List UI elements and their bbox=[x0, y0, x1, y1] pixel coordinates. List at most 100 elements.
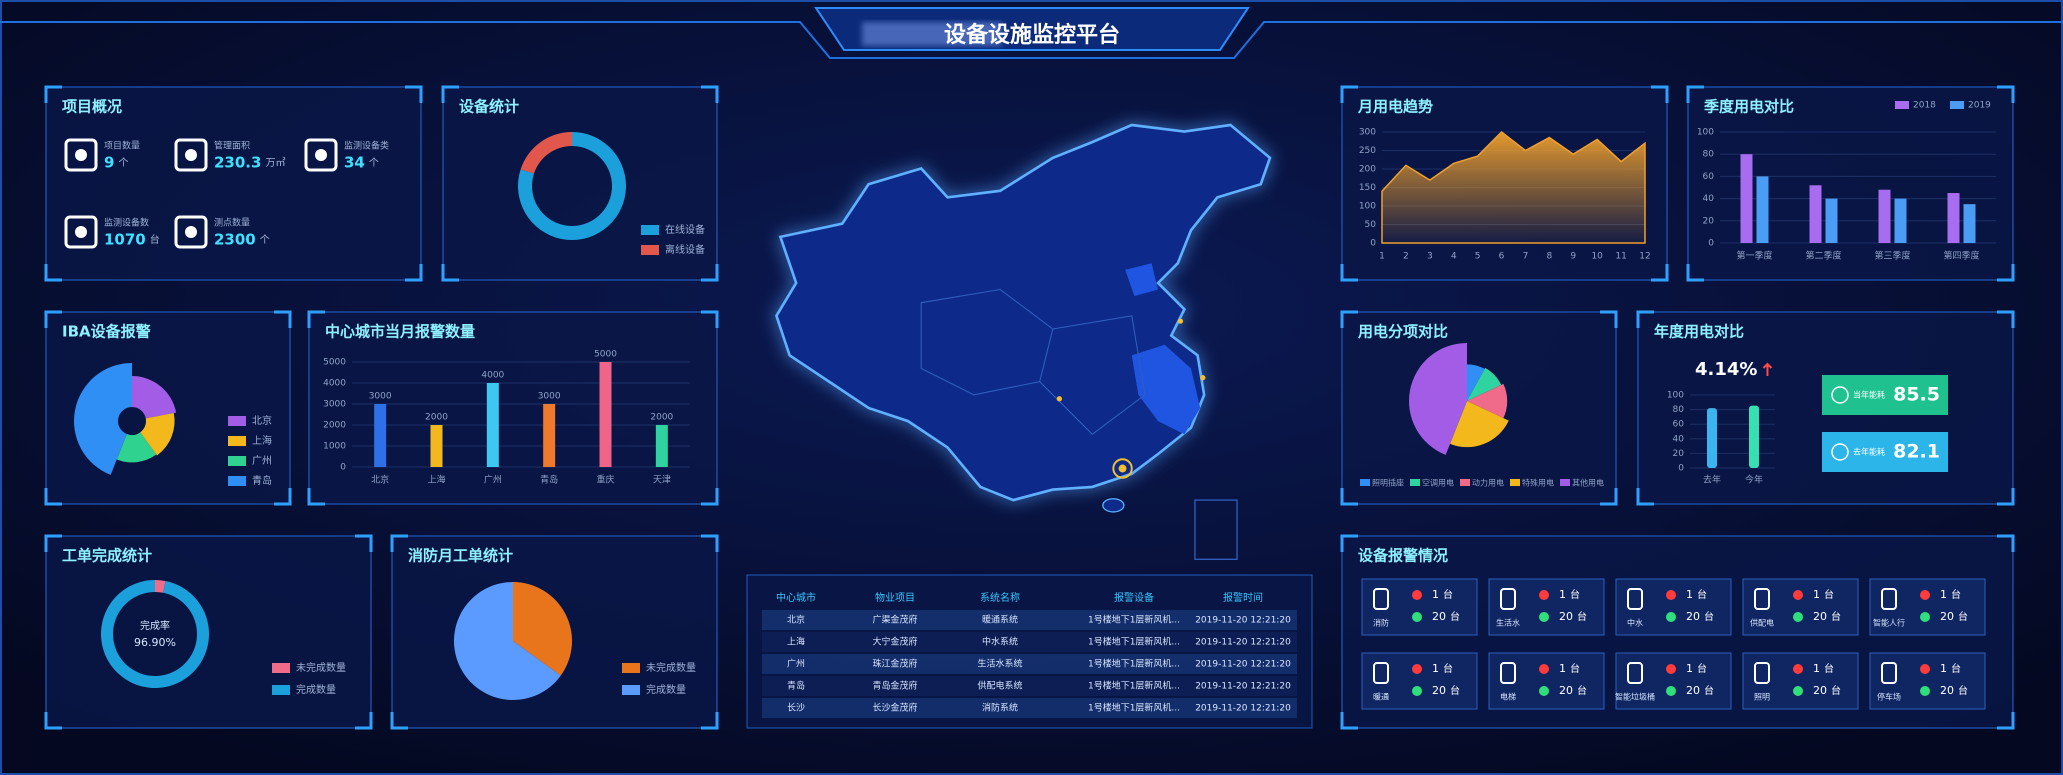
table-cell: 供配电系统 bbox=[977, 680, 1022, 692]
panel-corner bbox=[390, 534, 408, 552]
device-name: 照明 bbox=[1754, 693, 1770, 702]
table-cell: 青岛金茂府 bbox=[872, 680, 917, 692]
table-cell: 暖通系统 bbox=[982, 614, 1018, 626]
panel-corner bbox=[1636, 488, 1654, 506]
panel-corner bbox=[1997, 534, 2015, 552]
legend-label: 北京 bbox=[252, 414, 272, 427]
bar-value-label: 4000 bbox=[481, 371, 504, 381]
x-tick-label: 第四季度 bbox=[1943, 250, 1979, 262]
x-tick-label: 12 bbox=[1639, 252, 1650, 262]
y-tick-label: 0 bbox=[1678, 464, 1684, 474]
status-unit: 台 bbox=[1443, 588, 1453, 601]
y-tick-label: 1000 bbox=[323, 442, 346, 452]
table-cell: 1号楼地下1层新风机... bbox=[1088, 614, 1180, 626]
bar bbox=[1740, 154, 1753, 243]
device-icon bbox=[1881, 662, 1897, 684]
device-icon bbox=[1627, 662, 1643, 684]
table-cell: 2019-11-20 12:21:20 bbox=[1195, 638, 1291, 648]
table-cell: 1号楼地下1层新风机... bbox=[1088, 680, 1180, 692]
status-unit: 台 bbox=[1824, 662, 1834, 675]
item-icon bbox=[75, 149, 87, 161]
y-tick-label: 20 bbox=[1703, 216, 1715, 226]
status-dot bbox=[1793, 612, 1803, 622]
item-value: 2300 bbox=[214, 231, 256, 249]
panel-title: IBA设备报警 bbox=[62, 323, 151, 341]
legend-swatch bbox=[622, 685, 640, 695]
card-label: 当年能耗 bbox=[1853, 390, 1885, 400]
status-dot bbox=[1539, 590, 1549, 600]
hainan bbox=[1102, 498, 1125, 513]
status-count: 20 bbox=[1940, 610, 1954, 623]
panel bbox=[442, 86, 718, 281]
x-tick-label: 10 bbox=[1591, 252, 1603, 262]
status-dot bbox=[1920, 590, 1930, 600]
panel-corner bbox=[405, 85, 423, 103]
map-marker bbox=[1177, 318, 1184, 324]
table-cell: 2019-11-20 12:21:20 bbox=[1195, 660, 1291, 670]
legend-swatch bbox=[1950, 101, 1964, 109]
item-value: 230.3 bbox=[214, 154, 261, 172]
panel-corner bbox=[44, 310, 62, 328]
table-cell: 1号楼地下1层新风机... bbox=[1088, 702, 1180, 714]
x-tick-label: 去年 bbox=[1703, 474, 1721, 486]
panel-corner bbox=[1651, 264, 1669, 282]
x-tick-label: 1 bbox=[1379, 252, 1385, 262]
table-row bbox=[762, 654, 1297, 674]
bar-value-label: 3000 bbox=[369, 392, 392, 402]
legend-swatch bbox=[641, 245, 659, 255]
status-dot bbox=[1666, 590, 1676, 600]
legend-swatch bbox=[641, 225, 659, 235]
energy-card bbox=[1822, 375, 1948, 415]
legend-swatch bbox=[1360, 479, 1370, 486]
x-tick-label: 重庆 bbox=[596, 474, 614, 486]
panel-corner bbox=[274, 488, 292, 506]
x-tick-label: 第二季度 bbox=[1805, 250, 1841, 262]
y-tick-label: 0 bbox=[1370, 239, 1376, 249]
device-name: 中水 bbox=[1627, 618, 1643, 628]
panel-corner bbox=[1600, 488, 1618, 506]
table-header: 系统名称 bbox=[980, 591, 1020, 604]
map-marker bbox=[1112, 458, 1133, 479]
legend-swatch bbox=[1460, 479, 1470, 486]
device-icon bbox=[1627, 588, 1643, 610]
table-cell: 青岛 bbox=[787, 680, 805, 692]
status-count: 20 bbox=[1559, 610, 1573, 623]
item-label: 监测设备类 bbox=[344, 140, 389, 152]
bar bbox=[1756, 176, 1769, 243]
panel-corner bbox=[701, 712, 719, 730]
item-unit: 万㎡ bbox=[265, 157, 285, 169]
map-inset bbox=[1194, 499, 1238, 560]
panel-corner bbox=[1686, 85, 1704, 103]
y-tick-label: 3000 bbox=[323, 400, 346, 410]
legend-label: 空调用电 bbox=[1422, 478, 1454, 488]
map-marker bbox=[1056, 396, 1063, 402]
pie-slice bbox=[454, 582, 561, 700]
panel-corner bbox=[1340, 488, 1358, 506]
bar-value-label: 2000 bbox=[650, 413, 673, 423]
device-name: 智能人行 bbox=[1873, 618, 1905, 628]
status-unit: 台 bbox=[1704, 610, 1714, 623]
panel-title: 中心城市当月报警数量 bbox=[325, 323, 475, 341]
legend-label: 完成数量 bbox=[296, 683, 336, 696]
x-tick-label: 2 bbox=[1403, 252, 1409, 262]
panel-corner bbox=[1997, 712, 2015, 730]
bar bbox=[1749, 405, 1759, 468]
item-unit: 台 bbox=[150, 233, 160, 246]
status-dot bbox=[1920, 664, 1930, 674]
bar-value-label: 3000 bbox=[538, 392, 561, 402]
pie-slice bbox=[73, 363, 132, 475]
panel-corner bbox=[274, 310, 292, 328]
device-icon bbox=[1373, 588, 1389, 610]
status-count: 20 bbox=[1432, 684, 1446, 697]
status-count: 1 bbox=[1686, 588, 1693, 601]
pie-slice bbox=[132, 376, 177, 419]
pie-slice bbox=[140, 413, 175, 456]
blurred-logo bbox=[862, 22, 1002, 46]
legend-label: 完成数量 bbox=[646, 683, 686, 696]
donut-remainder bbox=[155, 580, 166, 593]
pie-slice bbox=[1467, 364, 1485, 401]
item-label: 监测设备数 bbox=[104, 217, 149, 229]
y-tick-label: 0 bbox=[340, 463, 346, 473]
bar bbox=[1894, 198, 1907, 243]
